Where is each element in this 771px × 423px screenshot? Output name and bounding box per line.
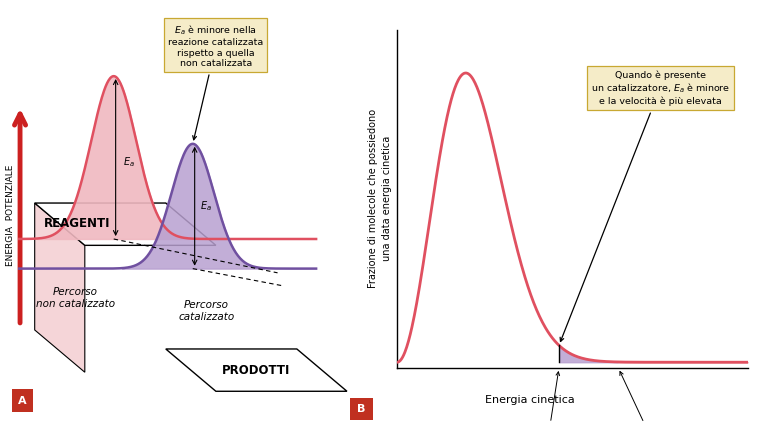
Text: REAGENTI: REAGENTI — [44, 217, 110, 230]
Text: B: B — [357, 404, 365, 414]
Polygon shape — [35, 203, 85, 372]
Text: ENERGIA  POTENZIALE: ENERGIA POTENZIALE — [6, 165, 15, 266]
FancyBboxPatch shape — [350, 398, 372, 420]
Text: Energia cinetica: Energia cinetica — [486, 395, 575, 405]
Text: PRODOTTI: PRODOTTI — [222, 364, 291, 376]
Text: Percorso
catalizzato: Percorso catalizzato — [178, 300, 234, 322]
Polygon shape — [35, 203, 216, 245]
Text: $E_a$ della reazione
catalizzata: $E_a$ della reazione catalizzata — [510, 372, 587, 423]
Text: A: A — [18, 396, 26, 406]
Text: $E_a$ è minore nella
reazione catalizzata
rispetto a quella
non catalizzata: $E_a$ è minore nella reazione catalizzat… — [168, 23, 264, 140]
Text: $E_a$: $E_a$ — [123, 155, 135, 169]
Text: Quando è presente
un catalizzatore, $E_a$ è minore
e la velocità è più elevata: Quando è presente un catalizzatore, $E_a… — [560, 70, 730, 341]
Polygon shape — [166, 349, 347, 391]
Text: Percorso
non catalizzato: Percorso non catalizzato — [35, 287, 115, 309]
FancyBboxPatch shape — [12, 389, 32, 412]
Text: $E_a$: $E_a$ — [200, 199, 212, 213]
Text: $E_a$ della reazione
non catalizzata: $E_a$ della reazione non catalizzata — [612, 371, 689, 423]
Y-axis label: Frazione di molecole che possiedono
una data energia cinetica: Frazione di molecole che possiedono una … — [368, 109, 392, 288]
